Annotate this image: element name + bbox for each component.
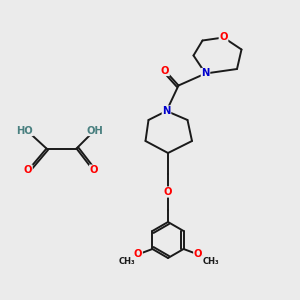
Text: O: O [194,249,202,260]
Text: O: O [90,165,98,175]
Text: O: O [24,165,32,175]
Text: CH₃: CH₃ [118,256,135,266]
Text: O: O [134,249,142,260]
Text: O: O [164,187,172,197]
Text: CH₃: CH₃ [202,256,219,266]
Text: O: O [219,32,228,43]
Text: O: O [161,65,169,76]
Text: N: N [201,68,210,79]
Text: OH: OH [87,125,103,136]
Text: N: N [162,106,171,116]
Text: HO: HO [16,125,33,136]
